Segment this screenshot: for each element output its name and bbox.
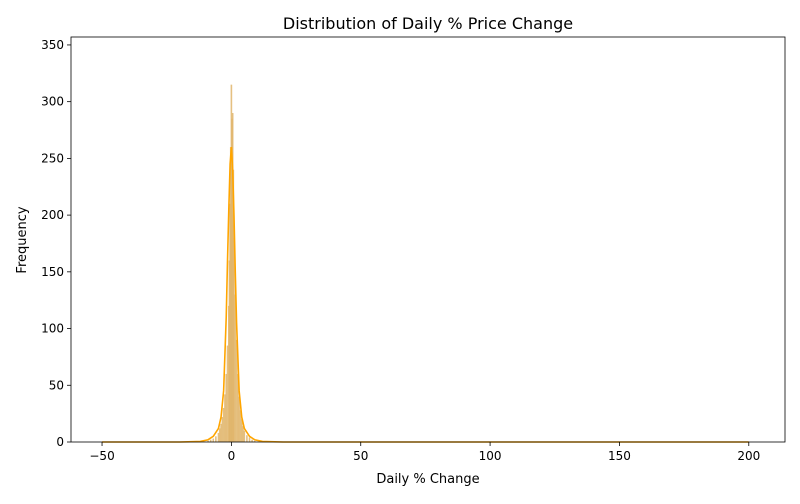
y-tick-label: 250 <box>41 151 64 165</box>
histogram-bar <box>248 437 251 442</box>
histogram-bar <box>233 237 235 442</box>
histogram-bar <box>224 394 226 442</box>
y-tick-label: 150 <box>41 265 64 279</box>
histogram-bar <box>235 339 238 442</box>
y-tick-label: 350 <box>41 38 64 52</box>
x-axis-ticks: −50 0 50 100 150 200 <box>89 442 760 463</box>
histogram-bar <box>217 432 220 442</box>
histogram-bar <box>251 439 253 442</box>
histogram-bar <box>225 373 228 442</box>
y-tick-label: 100 <box>41 322 64 336</box>
histogram-bar <box>222 407 225 442</box>
histogram-bar <box>226 345 229 442</box>
histogram-bar <box>221 417 224 442</box>
x-tick-label: −50 <box>89 449 114 463</box>
y-axis-label: Frequency <box>15 206 30 273</box>
x-tick-label: 150 <box>608 449 631 463</box>
histogram-bar <box>242 426 244 442</box>
y-axis-ticks: 0 50 100 150 200 250 300 350 <box>41 38 71 449</box>
plot-frame <box>70 36 786 443</box>
histogram-bar <box>220 423 222 442</box>
histogram-bar <box>218 428 221 442</box>
histogram-bar <box>240 419 243 442</box>
axes <box>70 36 786 443</box>
histogram-bar <box>253 440 256 442</box>
histogram-bar <box>215 436 217 442</box>
histogram-bar <box>238 396 240 442</box>
y-tick-label: 200 <box>41 208 64 222</box>
x-tick-label: 50 <box>353 449 368 463</box>
histogram-bar <box>243 430 246 442</box>
y-tick-label: 0 <box>56 435 64 449</box>
y-tick-label: 50 <box>49 378 64 392</box>
chart-title: Distribution of Daily % Price Change <box>283 14 573 33</box>
histogram-bar <box>239 410 242 442</box>
histogram-bar <box>246 435 248 442</box>
histogram-bars <box>207 84 256 443</box>
x-tick-label: 0 <box>228 449 236 463</box>
x-axis-label: Daily % Change <box>376 472 479 487</box>
x-tick-label: 100 <box>479 449 502 463</box>
histogram-bar <box>234 294 237 442</box>
histogram-bar <box>207 440 209 442</box>
histogram-bar <box>212 438 215 442</box>
histogram-bar <box>237 373 239 442</box>
x-tick-label: 200 <box>737 449 760 463</box>
histogram-bar <box>209 439 212 442</box>
y-tick-label: 300 <box>41 95 64 109</box>
